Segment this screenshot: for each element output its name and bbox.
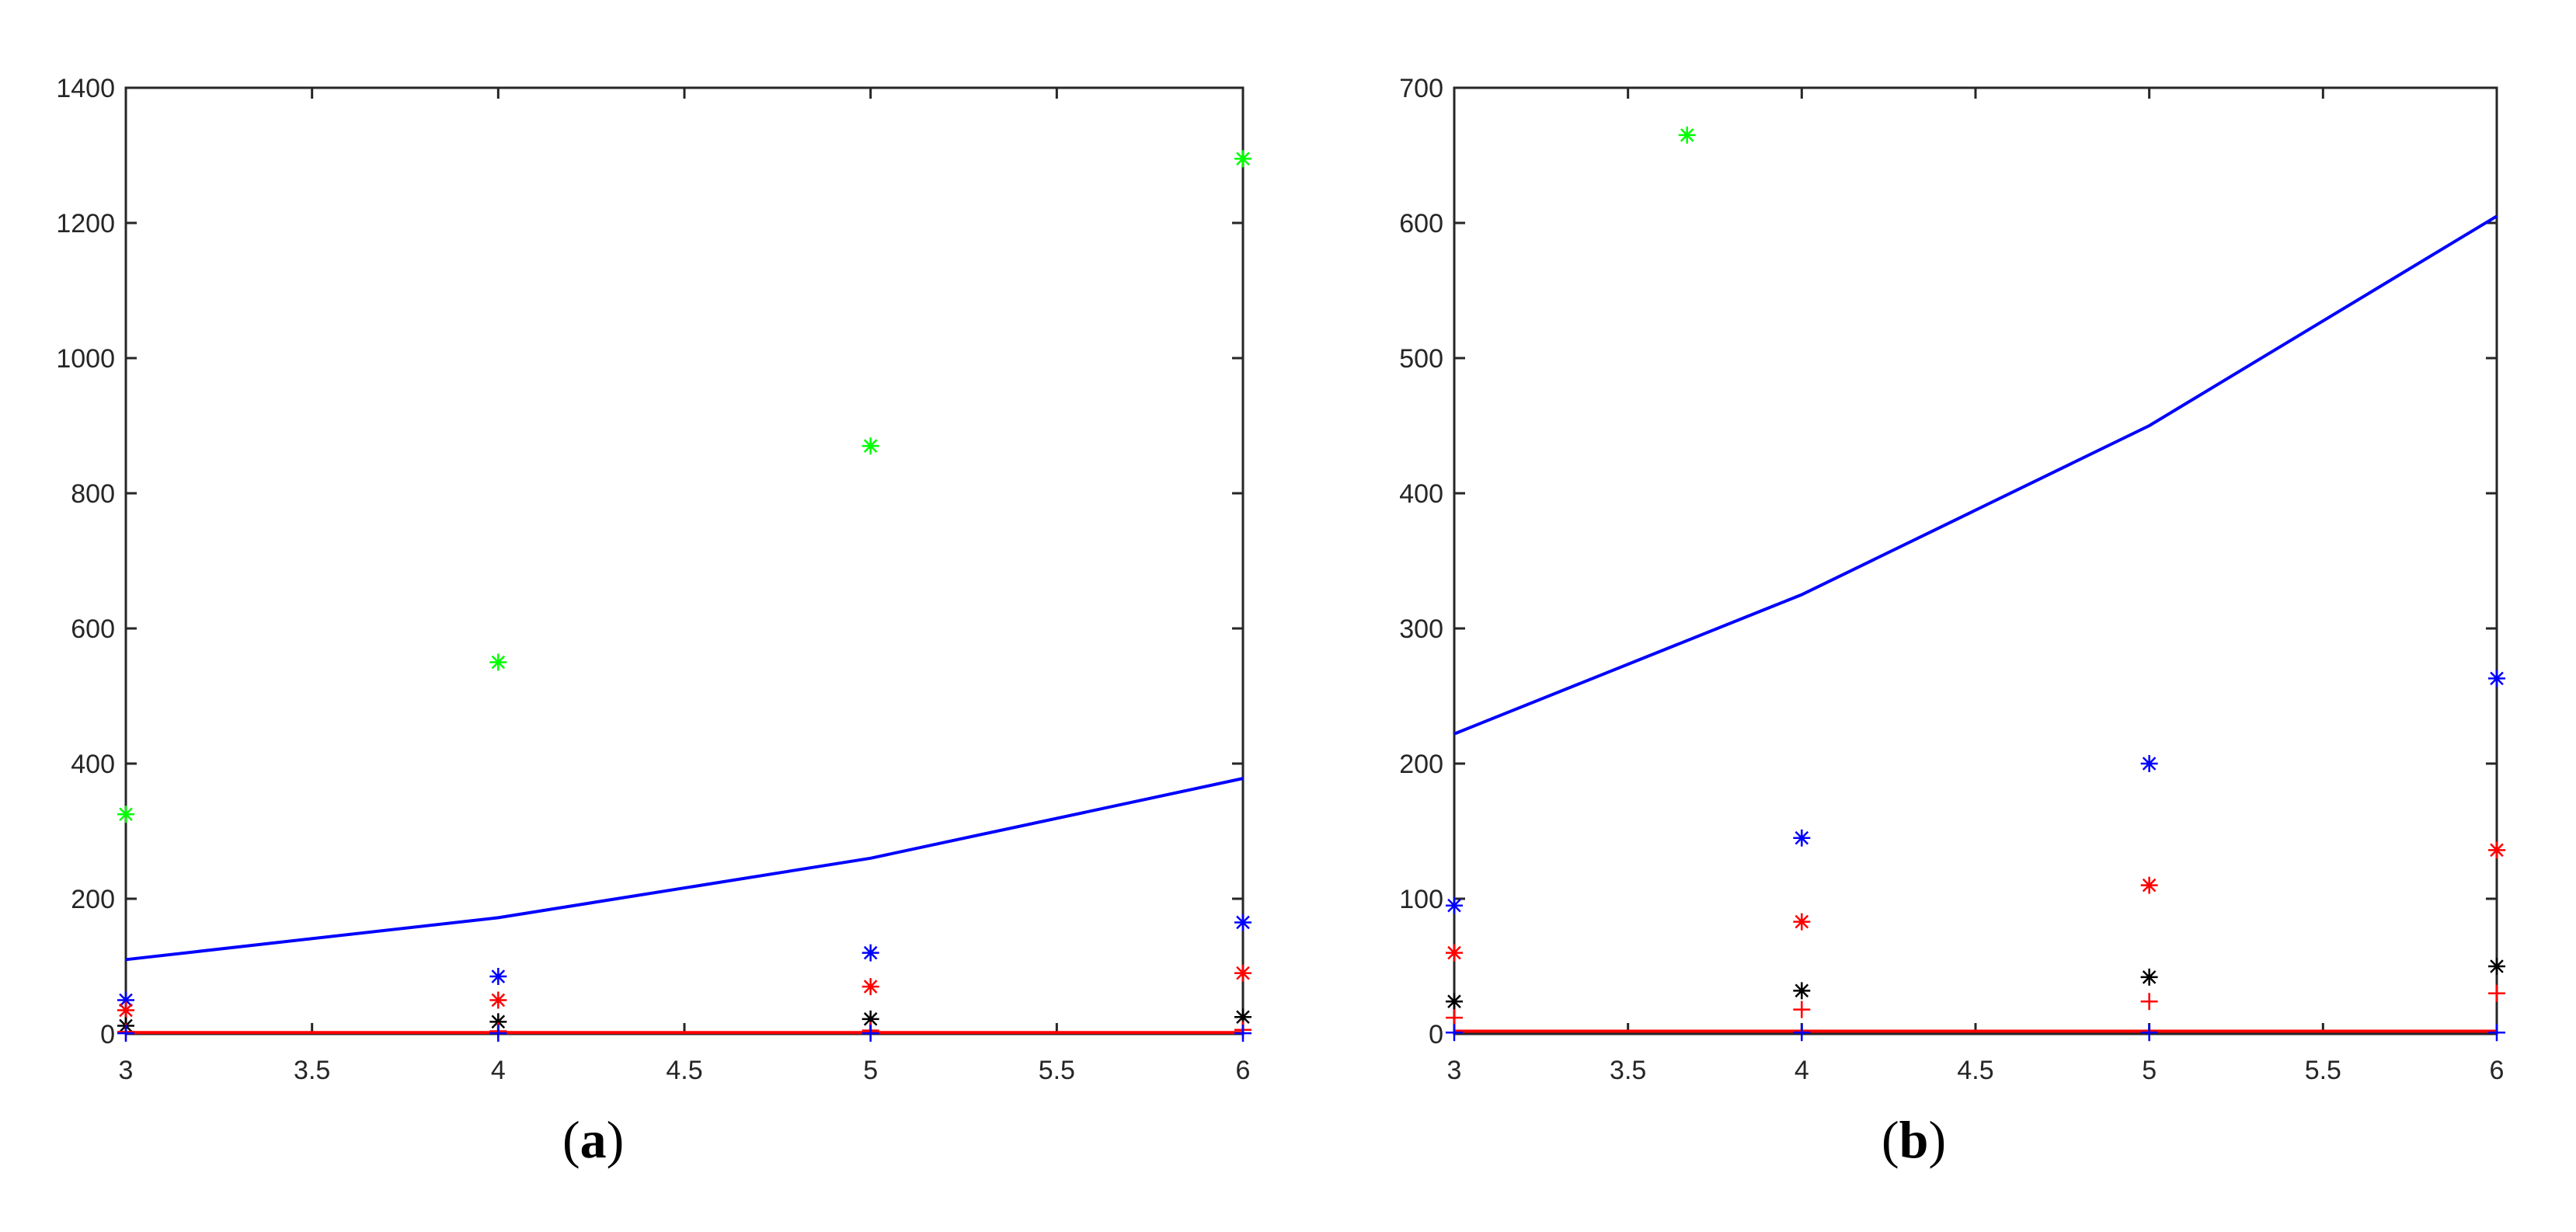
panel-label-b: (b) <box>1882 1109 1946 1171</box>
y-tick-label-a: 1000 <box>56 344 115 374</box>
y-tick-label-b: 100 <box>1399 885 1443 914</box>
y-tick-label-a: 200 <box>71 885 115 914</box>
y-tick-label-b: 300 <box>1399 614 1443 644</box>
data-point-b-5-2 <box>2140 1024 2158 1042</box>
y-tick-label-b: 500 <box>1399 344 1443 374</box>
x-tick-label-b: 4 <box>1794 1056 1809 1085</box>
data-point-b-3-0 <box>1446 993 1463 1011</box>
plot-b: 3 3.5 4 4.5 5 5.5 6 0 100 200 300 400 500 600 700 <box>1399 74 2505 1085</box>
data-point-b-1-1 <box>1793 829 1811 847</box>
x-tick-label-b: 5.5 <box>2305 1056 2341 1085</box>
x-tick-label-b: 5 <box>2142 1056 2157 1085</box>
x-tick-label-a: 5 <box>863 1056 878 1085</box>
data-point-a-0-0 <box>117 806 134 823</box>
panel-label-b-letter: b <box>1899 1110 1929 1169</box>
data-point-b-3-3 <box>2488 958 2505 975</box>
x-tick-label-a: 4 <box>491 1056 506 1085</box>
data-point-b-1-0 <box>1446 896 1463 914</box>
data-point-a-3-1 <box>489 1013 507 1031</box>
y-tick-label-b: 200 <box>1399 750 1443 779</box>
data-point-a-0-3 <box>1234 150 1251 168</box>
y-tick-label-a: 400 <box>71 750 115 779</box>
x-tick-label-b: 6 <box>2490 1056 2505 1085</box>
panel-label-b-open: ( <box>1882 1110 1899 1169</box>
x-tick-label-b: 3 <box>1447 1056 1462 1085</box>
x-tick-label-b: 3.5 <box>1610 1056 1646 1085</box>
x-tick-label-b: 4.5 <box>1957 1056 1993 1085</box>
data-point-a-2-3 <box>1234 964 1251 982</box>
data-point-b-4-0 <box>1446 1009 1463 1027</box>
data-point-b-3-1 <box>1793 982 1811 1000</box>
data-point-b-4-2 <box>2140 993 2158 1011</box>
y-tick-label-a: 0 <box>100 1020 115 1049</box>
data-point-a-5-1 <box>489 1025 507 1042</box>
x-tick-label-a: 4.5 <box>666 1056 702 1085</box>
y-tick-label-a: 800 <box>71 479 115 509</box>
y-tick-label-b: 400 <box>1399 479 1443 509</box>
data-point-b-4-3 <box>2488 984 2505 1002</box>
x-tick-label-a: 3.5 <box>294 1056 330 1085</box>
data-point-b-1-3 <box>2488 670 2505 687</box>
y-tick-label-b: 600 <box>1399 209 1443 238</box>
data-point-b-3-2 <box>2140 968 2158 986</box>
y-tick-label-a: 1400 <box>56 74 115 103</box>
y-tick-label-a: 600 <box>71 614 115 644</box>
data-point-a-5-3 <box>1234 1025 1251 1042</box>
data-point-b-5-1 <box>1793 1024 1811 1042</box>
data-point-b-1-2 <box>2140 755 2158 772</box>
series-line-a-0 <box>125 777 1244 962</box>
data-point-b-2-3 <box>2488 841 2505 859</box>
panel-label-a: (a) <box>562 1109 624 1171</box>
panel-label-a-close: ) <box>606 1110 625 1169</box>
data-point-a-3-3 <box>1234 1008 1251 1026</box>
data-point-a-2-0 <box>117 1001 134 1019</box>
x-tick-label-a: 3 <box>119 1056 134 1085</box>
data-point-a-2-1 <box>489 991 507 1009</box>
data-point-a-1-2 <box>862 944 879 962</box>
data-point-a-0-1 <box>489 653 507 671</box>
data-point-b-2-2 <box>2140 876 2158 894</box>
y-tick-label-a: 1200 <box>56 209 115 238</box>
y-tick-label-b: 700 <box>1399 74 1443 103</box>
data-point-a-3-2 <box>862 1010 879 1028</box>
x-tick-label-a: 5.5 <box>1039 1056 1075 1085</box>
data-point-a-5-0 <box>117 1025 134 1042</box>
panel-label-a-open: ( <box>562 1110 580 1169</box>
data-point-b-5-3 <box>2488 1024 2505 1042</box>
panel-label-b-close: ) <box>1928 1110 1947 1169</box>
data-point-a-0-2 <box>862 437 879 455</box>
data-point-b-5-0 <box>1446 1024 1463 1042</box>
data-point-b-2-1 <box>1793 913 1811 931</box>
data-point-a-1-1 <box>489 968 507 986</box>
series-line-b-0 <box>1453 214 2498 736</box>
data-point-a-5-2 <box>862 1025 879 1042</box>
axes-frame-b <box>1453 86 2498 1035</box>
axes-frame-a <box>124 86 1244 1035</box>
x-tick-label-a: 6 <box>1236 1056 1251 1085</box>
plot-a: 3 3.5 4 4.5 5 5.5 6 0 200 400 600 800 1000 1200 1400 <box>56 74 1251 1085</box>
data-point-b-0-0 <box>1678 126 1696 144</box>
data-point-a-1-0 <box>117 991 134 1009</box>
data-point-b-4-1 <box>1793 1001 1811 1018</box>
data-point-a-2-2 <box>862 978 879 996</box>
data-point-b-2-0 <box>1446 944 1463 962</box>
data-point-a-1-3 <box>1234 914 1251 931</box>
y-tick-label-b: 0 <box>1429 1020 1443 1049</box>
panel-label-a-letter: a <box>580 1110 607 1169</box>
